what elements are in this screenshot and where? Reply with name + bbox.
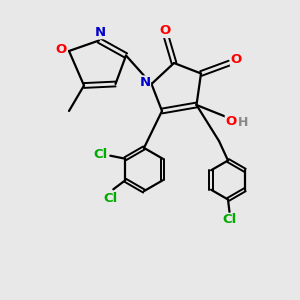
Text: O: O xyxy=(56,43,67,56)
Text: N: N xyxy=(139,76,151,89)
Text: O: O xyxy=(159,24,171,38)
Text: H: H xyxy=(238,116,248,129)
Text: O: O xyxy=(230,53,242,66)
Text: Cl: Cl xyxy=(222,213,237,226)
Text: N: N xyxy=(95,26,106,39)
Text: Cl: Cl xyxy=(94,148,108,161)
Text: O: O xyxy=(225,115,237,128)
Text: Cl: Cl xyxy=(103,192,117,205)
